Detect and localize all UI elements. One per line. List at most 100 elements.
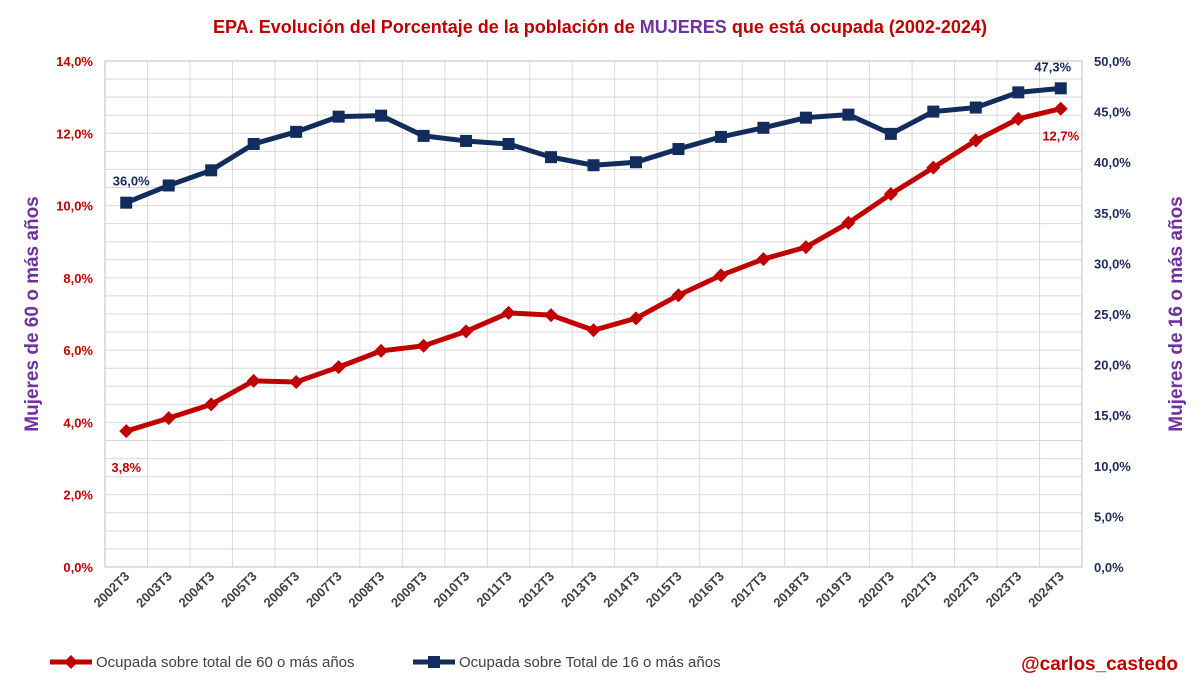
right-axis-tick-label: 0,0% [1094,560,1124,575]
right-axis-tick-label: 5,0% [1094,509,1124,524]
series-line [125,85,1061,205]
left-axis-tick-label: 2,0% [63,488,93,503]
left-axis-tick-label: 8,0% [63,271,93,286]
x-axis-tick-label: 2010T3 [430,569,472,611]
series [119,82,1068,439]
first-data-label: 3,8% [111,460,141,475]
data-point [246,373,261,388]
x-axis-tick-label: 2013T3 [558,569,600,611]
left-axis-tick-label: 6,0% [63,343,93,358]
x-axis-tick-label: 2003T3 [133,569,175,611]
series-16-plus [120,82,1067,209]
chart-title-highlight: MUJERES [640,17,727,37]
x-axis-tick-label: 2024T3 [1025,569,1067,611]
chart-title-part: EPA. Evolución del Porcentaje de la pobl… [213,17,640,37]
data-point [501,305,516,320]
data-point [799,111,812,124]
data-point [161,411,176,426]
data-point [417,129,430,142]
data-point [841,215,856,230]
gridlines [104,60,1083,568]
right-axis-title: Mujeres de 16 o más años [1166,196,1187,432]
first-data-label: 36,0% [113,174,150,189]
data-point [757,121,770,134]
x-axis-tick-label: 2002T3 [91,569,133,611]
right-axis-tick-label: 10,0% [1094,459,1131,474]
data-point [162,179,175,192]
data-point [120,196,133,209]
chart-title: EPA. Evolución del Porcentaje de la pobl… [213,17,987,37]
x-axis-tick-label: 2008T3 [345,569,387,611]
x-axis-tick-label: 2006T3 [260,569,302,611]
data-point [289,374,304,389]
x-axis-tick-label: 2014T3 [600,569,642,611]
x-axis-tick-label: 2016T3 [685,569,727,611]
data-point [545,151,558,164]
data-point [968,133,983,148]
chart-title-part: que está ocupada (2002-2024) [727,17,987,37]
data-point [416,338,431,353]
data-point [628,311,643,326]
data-point [926,160,941,175]
data-point [290,125,303,138]
series-60-plus [119,101,1068,439]
data-point [459,324,474,339]
x-axis-tick-label: 2019T3 [813,569,855,611]
data-point [672,143,685,156]
x-axis-tick-label: 2011T3 [473,569,514,610]
data-labels: 3,8% 12,7% 36,0% 47,3% [111,59,1079,475]
right-axis-tick-label: 50,0% [1094,54,1131,69]
x-axis-tick-label: 2023T3 [983,569,1025,611]
data-point [460,134,473,147]
right-axis-tick-label: 25,0% [1094,307,1131,322]
left-axis-tick-label: 4,0% [63,415,93,430]
data-point [502,137,515,150]
data-point [331,360,346,375]
left-axis-tick-label: 0,0% [63,560,93,575]
right-axis-tick-label: 15,0% [1094,408,1131,423]
data-point [1012,86,1025,99]
data-point [1053,101,1068,116]
last-data-label: 12,7% [1042,129,1079,144]
x-axis-tick-label: 2007T3 [303,569,345,611]
data-point [927,105,940,118]
right-axis-tick-label: 45,0% [1094,105,1131,120]
plot-border [104,60,1083,568]
x-axis-tick-label: 2021T3 [898,569,940,611]
data-point [204,397,219,412]
series-line [125,106,1062,434]
data-point [884,127,897,140]
data-point [119,424,134,439]
data-point [586,323,601,338]
x-axis-tick-label: 2005T3 [218,569,260,611]
data-point [375,109,388,122]
data-point [798,240,813,255]
data-point [587,159,600,172]
data-point [247,137,260,150]
data-point [205,164,218,177]
legend-label: Ocupada sobre Total de 16 o más años [459,654,721,671]
last-data-label: 47,3% [1034,59,1071,74]
x-axis-tick-label: 2018T3 [770,569,812,611]
x-axis-tick-label: 2009T3 [388,569,430,611]
data-point [883,187,898,202]
data-point [969,101,982,114]
left-axis-tick-label: 12,0% [56,126,93,141]
data-point [842,108,855,121]
x-axis-tick-label: 2017T3 [728,569,770,611]
data-point [756,252,771,267]
x-axis-tick-label: 2022T3 [940,569,982,611]
legend-label: Ocupada sobre total de 60 o más años [96,654,355,671]
data-point [332,110,345,123]
data-point [1011,111,1026,126]
data-point [374,343,389,358]
left-axis-tick-label: 14,0% [56,54,93,69]
left-axis-title: Mujeres de 60 o más años [22,196,43,432]
x-axis-tick-label: 2015T3 [643,569,685,611]
data-point [629,156,642,169]
legend-swatch-marker [64,655,78,669]
x-axis-tick-label: 2012T3 [515,569,557,611]
right-axis-tick-label: 20,0% [1094,358,1131,373]
